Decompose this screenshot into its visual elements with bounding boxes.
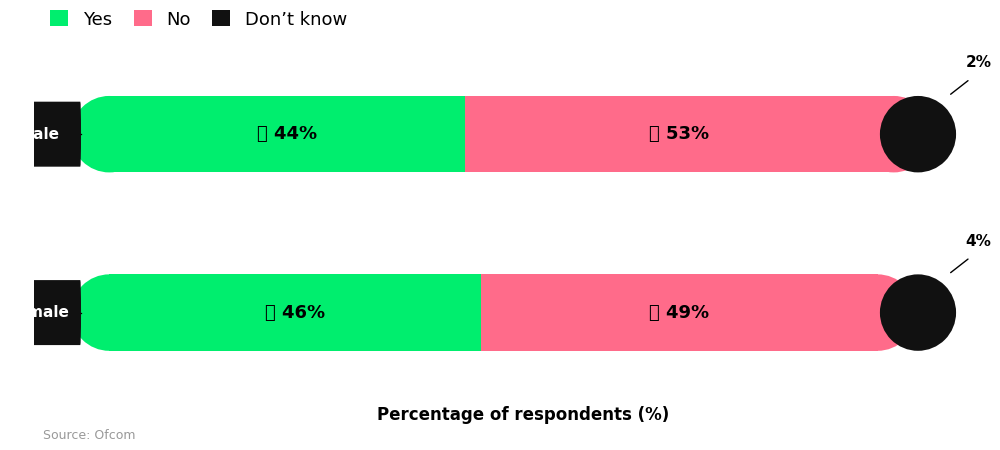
Ellipse shape: [71, 274, 147, 351]
Text: 4%: 4%: [965, 234, 991, 249]
Text: Male: Male: [18, 127, 59, 142]
Ellipse shape: [880, 274, 956, 351]
Text: Percentage of respondents (%): Percentage of respondents (%): [377, 405, 669, 423]
FancyBboxPatch shape: [465, 96, 894, 172]
Text: 2%: 2%: [965, 55, 991, 71]
Ellipse shape: [71, 96, 147, 172]
FancyBboxPatch shape: [0, 280, 81, 345]
FancyBboxPatch shape: [481, 274, 878, 351]
FancyBboxPatch shape: [109, 96, 465, 172]
Legend: Yes, No, Don’t know: Yes, No, Don’t know: [43, 3, 354, 36]
Text: 👎 49%: 👎 49%: [649, 304, 709, 322]
Ellipse shape: [880, 96, 956, 172]
Text: 👍 46%: 👍 46%: [265, 304, 325, 322]
Ellipse shape: [856, 96, 932, 172]
Ellipse shape: [839, 274, 916, 351]
Text: 👎 53%: 👎 53%: [649, 125, 709, 143]
Text: Female: Female: [8, 305, 70, 320]
Text: Source: Ofcom: Source: Ofcom: [43, 429, 136, 442]
FancyBboxPatch shape: [109, 274, 481, 351]
Text: 👍 44%: 👍 44%: [257, 125, 317, 143]
FancyBboxPatch shape: [0, 102, 81, 166]
